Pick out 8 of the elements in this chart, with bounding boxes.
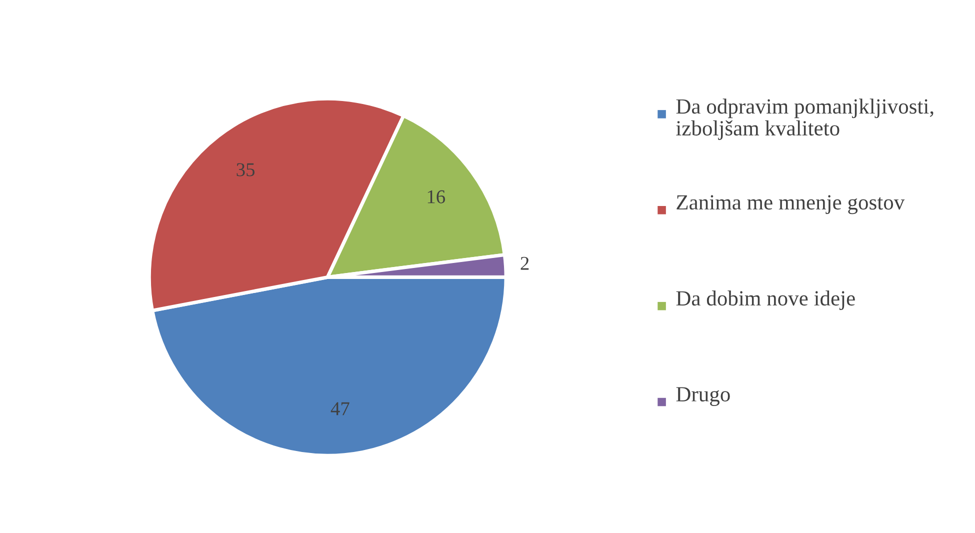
data-label: 16 [428, 190, 446, 204]
legend-label: Zanima me mnenje gostov [676, 195, 905, 214]
legend-label: Da odpravim pomanjkljivosti, izboljšam kvaliteto [676, 98, 934, 140]
data-label: 2 [520, 256, 529, 270]
legend-label: Da dobim nove ideje [676, 290, 855, 310]
legend-label: Drugo [676, 387, 730, 406]
data-label: 47 [330, 402, 350, 416]
data-label: 35 [236, 163, 255, 176]
